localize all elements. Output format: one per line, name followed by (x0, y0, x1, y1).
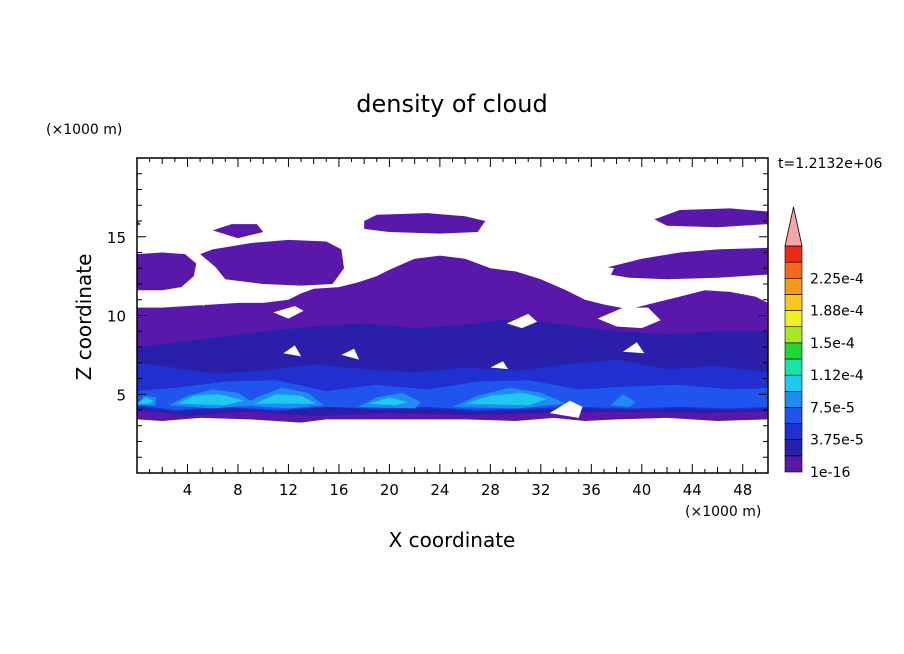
x-tick-label: 32 (531, 481, 550, 499)
colorbar-swatch (784, 277, 803, 295)
contour-region-4 (364, 213, 486, 234)
contour-region-1 (137, 252, 197, 291)
colorbar-label: 3.75e-5 (810, 433, 864, 449)
contour-fill-area (137, 208, 768, 423)
x-tick-label: 24 (430, 481, 449, 499)
x-unit-label: (×1000 m) (685, 504, 761, 520)
colorbar-swatch (784, 439, 803, 457)
x-tick-label: 16 (329, 481, 348, 499)
contour-region-2 (200, 239, 344, 286)
contour-region-16 (610, 394, 636, 407)
colorbar-swatch (784, 310, 803, 328)
clear-gap-8 (490, 361, 508, 370)
colorbar-label: 1.5e-4 (810, 336, 855, 352)
time-label: t=1.2132e+06 (778, 156, 882, 172)
contour-region-3 (212, 224, 264, 239)
contour-region-7 (137, 221, 141, 226)
clear-gap-5 (283, 345, 302, 357)
colorbar-swatch (784, 455, 803, 473)
clear-gap-9 (622, 342, 645, 354)
clear-gap-1 (597, 307, 661, 329)
colorbar-swatch (784, 245, 803, 263)
colorbar: 1e-16 3.75e-5 7.5e-5 1.12e-4 1.5e-4 1.88e-4 2.… (784, 206, 864, 481)
y-axis-label: Z coordinate (72, 254, 96, 381)
y-tick-label: 5 (116, 386, 126, 404)
x-axis-label: X coordinate (389, 528, 516, 552)
contour-region-5 (654, 208, 768, 228)
x-tick-label: 44 (683, 481, 702, 499)
colorbar-swatch (784, 342, 803, 360)
clear-air-gaps (195, 265, 661, 418)
colorbar-swatch (784, 261, 803, 279)
colorbar-swatch (784, 390, 803, 408)
x-tick-label: 48 (733, 481, 752, 499)
y-axis-ticks: 5 10 15 (107, 173, 768, 458)
y-tick-label: 15 (107, 229, 126, 247)
colorbar-overflow-arrow (784, 206, 803, 247)
colorbar-swatch (784, 423, 803, 441)
colorbar-label: 1.88e-4 (810, 304, 864, 320)
colorbar-swatch (784, 358, 803, 376)
colorbar-label: 7.5e-5 (810, 400, 855, 416)
colorbar-label: 1e-16 (810, 465, 850, 481)
contour-region-18 (254, 394, 317, 404)
x-tick-label: 28 (481, 481, 500, 499)
colorbar-label: 1.12e-4 (810, 368, 864, 384)
clear-gap-0 (572, 265, 614, 281)
contour-region-19 (465, 392, 548, 406)
clear-gap-7 (549, 400, 583, 418)
colorbar-swatch (784, 374, 803, 392)
contour-region-17 (177, 394, 245, 406)
x-axis-ticks: 4 8 12 16 20 24 28 32 36 40 44 48 (149, 158, 756, 499)
clear-gap-6 (341, 348, 360, 360)
contour-region-20 (367, 397, 409, 406)
x-tick-label: 40 (632, 481, 651, 499)
colorbar-label: 2.25e-4 (810, 271, 864, 287)
colorbar-swatch (784, 326, 803, 344)
chart-title: density of cloud (356, 90, 547, 118)
colorbar-swatch (784, 294, 803, 311)
x-tick-label: 36 (582, 481, 601, 499)
clear-gap-3 (195, 298, 208, 306)
clear-gap-2 (273, 306, 304, 319)
x-tick-label: 4 (183, 481, 193, 499)
y-tick-label: 10 (107, 308, 126, 326)
x-tick-label: 12 (279, 481, 298, 499)
clear-gap-4 (506, 313, 538, 329)
x-tick-label: 20 (380, 481, 399, 499)
contour-region-6 (591, 247, 768, 280)
contour-region-21 (137, 397, 154, 404)
x-tick-label: 8 (233, 481, 243, 499)
y-unit-label: (×1000 m) (46, 122, 122, 138)
colorbar-swatch (784, 407, 803, 424)
